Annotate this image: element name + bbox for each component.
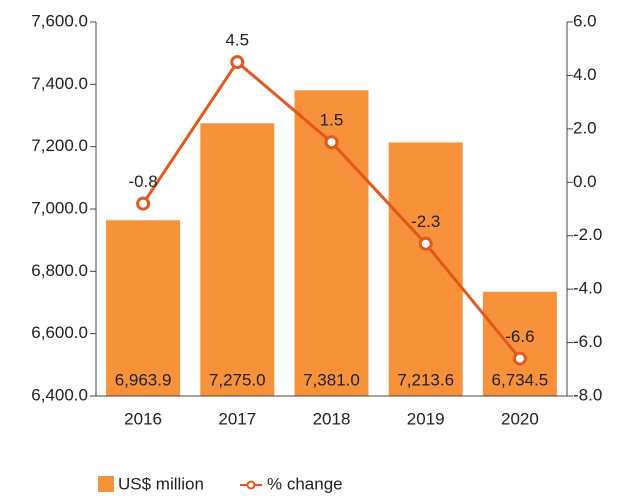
line-marker <box>324 135 339 150</box>
bar-value-label: 6,963.9 <box>115 370 172 389</box>
y-tick-label: 6,400.0 <box>31 385 88 404</box>
bar <box>388 142 463 396</box>
bar-value-label: 7,213.6 <box>397 370 454 389</box>
x-tick-label: 2020 <box>501 409 539 428</box>
legend-marker <box>246 480 256 490</box>
y2-tick-label: -4.0 <box>573 279 602 298</box>
x-tick-label: 2019 <box>407 409 445 428</box>
line-value-label: -0.8 <box>128 172 157 191</box>
line-value-label: 4.5 <box>225 31 249 50</box>
legend-label: % change <box>267 474 343 493</box>
line-marker <box>418 236 433 251</box>
line-value-label: -6.6 <box>505 327 534 346</box>
x-tick-label: 2017 <box>218 409 256 428</box>
line-value-label: -2.3 <box>411 212 440 231</box>
x-tick-label: 2018 <box>313 409 351 428</box>
bar-value-label: 7,381.0 <box>303 370 360 389</box>
line-marker <box>230 55 245 70</box>
y2-tick-label: 6.0 <box>573 11 597 30</box>
y2-tick-label: 4.0 <box>573 65 597 84</box>
bar <box>106 220 181 396</box>
line-marker <box>512 351 527 366</box>
bar-value-label: 7,275.0 <box>209 370 266 389</box>
legend-swatch <box>98 476 114 492</box>
line-marker <box>136 196 151 211</box>
y-tick-label: 7,200.0 <box>31 136 88 155</box>
y-tick-label: 6,600.0 <box>31 323 88 342</box>
y-tick-label: 7,400.0 <box>31 74 88 93</box>
y2-tick-label: -8.0 <box>573 385 602 404</box>
y2-tick-label: 0.0 <box>573 172 597 191</box>
line-value-label: 1.5 <box>320 111 344 130</box>
x-tick-label: 2016 <box>124 409 162 428</box>
y-tick-label: 7,000.0 <box>31 198 88 217</box>
y2-tick-label: -2.0 <box>573 225 602 244</box>
bar-value-label: 6,734.5 <box>492 370 549 389</box>
y2-tick-label: 2.0 <box>573 118 597 137</box>
bar <box>200 123 275 397</box>
y-tick-label: 7,600.0 <box>31 11 88 30</box>
legend-label: US$ million <box>118 474 204 493</box>
y-tick-label: 6,800.0 <box>31 261 88 280</box>
y2-tick-label: -6.0 <box>573 332 602 351</box>
bar <box>482 291 557 396</box>
